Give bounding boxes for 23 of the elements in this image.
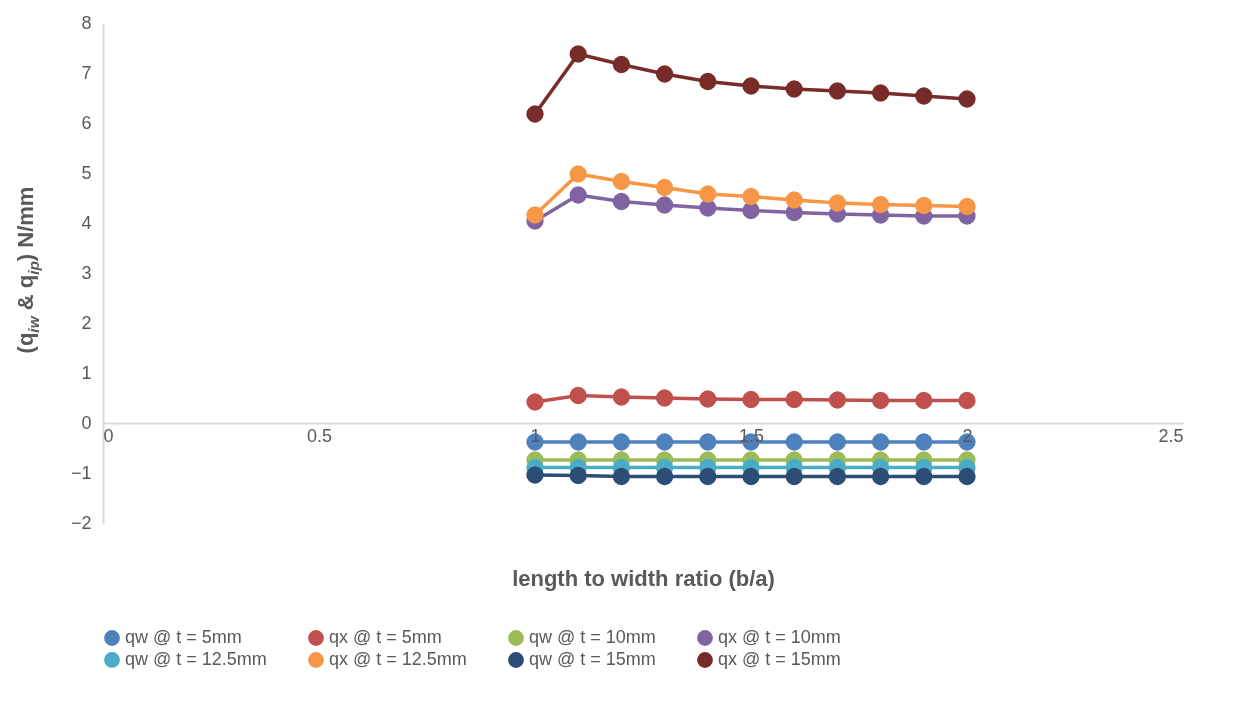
legend-label: qx @ t = 5mm bbox=[329, 627, 442, 647]
y-tick-label: 3 bbox=[81, 262, 92, 283]
legend-label: qx @ t = 10mm bbox=[718, 627, 841, 647]
y-tick-label: 6 bbox=[81, 112, 92, 133]
y-tick-label: −1 bbox=[70, 462, 92, 483]
legend-label: qw @ t = 12.5mm bbox=[125, 649, 267, 669]
legend-label: qw @ t = 15mm bbox=[529, 649, 656, 669]
y-tick-label: 1 bbox=[81, 362, 92, 383]
y-tick-label: 8 bbox=[81, 12, 92, 33]
y-tick-label: 0 bbox=[81, 412, 92, 433]
x-axis-title: length to width ratio (b/a) bbox=[512, 565, 775, 591]
x-tick-label: 0 bbox=[103, 425, 114, 446]
legend-label: qw @ t = 10mm bbox=[529, 627, 656, 647]
x-tick-label: 2.5 bbox=[1158, 425, 1184, 446]
legend-label: qx @ t = 12.5mm bbox=[329, 649, 467, 669]
legend-label: qw @ t = 5mm bbox=[125, 627, 242, 647]
y-tick-label: 5 bbox=[81, 162, 92, 183]
x-tick-label: 0.5 bbox=[306, 425, 333, 446]
y-tick-label: 7 bbox=[81, 62, 92, 83]
y-tick-label: 4 bbox=[81, 212, 92, 233]
legend-label: qx @ t = 15mm bbox=[718, 649, 841, 669]
y-tick-label: −2 bbox=[70, 512, 92, 533]
y-tick-label: 2 bbox=[81, 312, 92, 333]
